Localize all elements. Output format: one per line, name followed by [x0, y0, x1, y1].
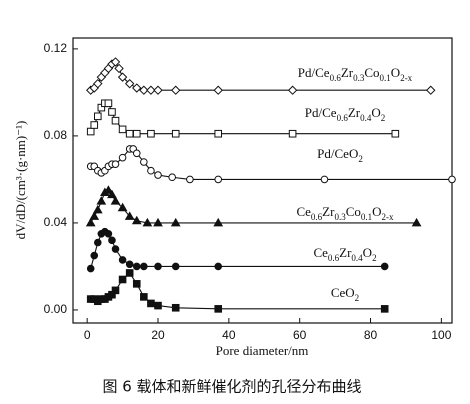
marker	[110, 57, 121, 67]
marker	[131, 215, 142, 225]
marker	[213, 85, 223, 95]
marker	[104, 99, 113, 108]
marker	[92, 204, 103, 214]
marker	[111, 160, 120, 168]
marker	[213, 217, 224, 227]
x-tick-label: 40	[222, 328, 236, 342]
marker	[391, 129, 400, 138]
x-tick-label: 80	[364, 328, 378, 342]
marker	[118, 153, 127, 162]
marker	[125, 129, 134, 138]
x-tick-label: 0	[84, 328, 91, 342]
marker	[85, 217, 96, 227]
series-label: Pd/Ce0.6Zr0.4O2	[305, 105, 385, 123]
marker	[147, 299, 155, 308]
marker	[186, 175, 194, 184]
marker	[125, 260, 134, 269]
marker	[124, 78, 135, 89]
marker	[90, 251, 99, 260]
marker	[114, 63, 124, 74]
marker	[93, 112, 102, 121]
caption: 图 6 载体和新鲜催化剂的孔径分布曲线	[102, 378, 361, 396]
marker	[154, 301, 162, 310]
y-tick-label: 0.08	[44, 128, 68, 142]
marker	[89, 211, 100, 220]
marker	[108, 108, 116, 116]
marker	[93, 238, 102, 247]
marker	[171, 262, 180, 271]
series-label: Ce0.6Zr0.3Co0.1O2-x	[296, 204, 394, 222]
marker	[320, 175, 329, 184]
marker	[448, 175, 456, 184]
marker	[214, 305, 223, 313]
marker	[411, 217, 422, 227]
marker	[110, 196, 121, 205]
marker	[153, 85, 163, 95]
marker	[93, 78, 103, 89]
marker	[108, 236, 116, 245]
marker	[171, 303, 180, 312]
series-line	[90, 102, 396, 135]
marker	[104, 230, 113, 238]
marker	[118, 256, 127, 264]
marker	[125, 269, 134, 277]
marker	[111, 245, 120, 253]
series-label: CeO2	[331, 285, 359, 303]
marker	[111, 116, 120, 125]
marker	[171, 129, 180, 138]
marker	[154, 171, 162, 179]
marker	[147, 166, 155, 175]
marker	[380, 305, 389, 313]
marker	[171, 85, 181, 95]
marker	[146, 85, 156, 95]
marker	[168, 173, 176, 182]
marker	[132, 129, 141, 138]
marker	[132, 83, 142, 93]
marker	[153, 217, 163, 227]
marker	[103, 185, 114, 194]
marker	[132, 149, 141, 158]
marker	[117, 202, 128, 212]
x-axis-label: Pore diameter/nm	[216, 343, 309, 358]
series-line	[90, 230, 385, 269]
marker	[142, 217, 153, 227]
marker	[426, 85, 436, 95]
marker	[140, 293, 148, 301]
marker	[118, 125, 127, 134]
series-label: Pd/Ce0.6Zr0.3Co0.1O2-x	[298, 65, 413, 83]
series-label: Pd/CeO2	[317, 146, 363, 164]
marker	[124, 211, 135, 220]
marker	[117, 72, 128, 82]
x-tick-label: 60	[293, 328, 307, 342]
marker	[86, 264, 95, 273]
y-axis-label: dV/dD/(cm³·(g·nm)⁻¹)	[13, 121, 28, 240]
x-tick-label: 20	[151, 328, 165, 342]
marker	[214, 262, 223, 271]
marker	[147, 129, 155, 138]
marker	[111, 286, 120, 295]
marker	[140, 262, 148, 271]
y-tick-label: 0.12	[44, 41, 68, 55]
marker	[214, 129, 223, 138]
y-tick-label: 0.00	[44, 302, 68, 316]
marker	[380, 262, 389, 271]
marker	[140, 158, 148, 166]
marker	[139, 85, 149, 95]
marker	[154, 262, 162, 271]
x-tick-label: 100	[431, 328, 451, 342]
marker	[132, 262, 141, 271]
marker	[118, 275, 127, 284]
marker	[132, 280, 141, 288]
y-tick-label: 0.04	[44, 215, 68, 229]
marker	[107, 189, 117, 199]
marker	[90, 121, 99, 129]
series-label: Ce0.6Zr0.4O2	[313, 245, 376, 263]
marker	[287, 85, 298, 95]
marker	[288, 129, 297, 138]
marker	[170, 217, 181, 227]
marker	[96, 196, 107, 205]
marker	[86, 127, 95, 136]
marker	[214, 175, 223, 184]
